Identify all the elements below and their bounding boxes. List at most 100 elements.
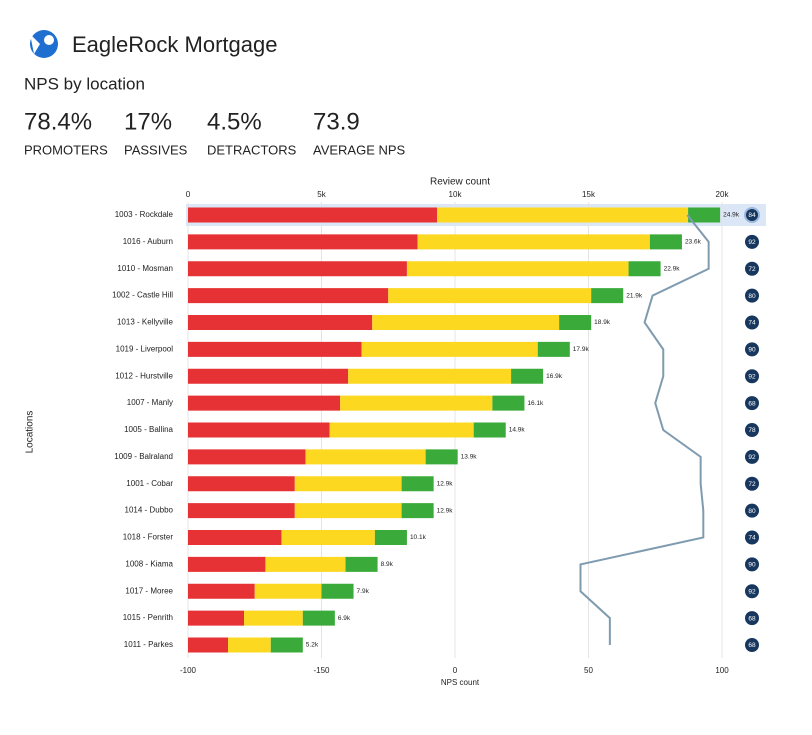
nps-badge — [745, 584, 759, 599]
y-tick-label: 1013 - Kellyville — [117, 318, 174, 327]
nps-badge-label: 90 — [748, 562, 756, 569]
bar-segment — [188, 368, 349, 384]
bar-segment — [559, 315, 592, 330]
bar-segment — [345, 556, 378, 572]
bar-segment — [340, 395, 493, 411]
x-tick-label: 20k — [716, 190, 730, 199]
bar-segment — [188, 288, 389, 304]
nps-badge — [745, 396, 759, 411]
y-tick-label: 1017 - Moree — [125, 586, 173, 595]
y-tick-label: 1002 - Castle Hill — [112, 291, 173, 300]
bar-segment — [628, 261, 661, 277]
kpi-value: 78.4% — [24, 108, 92, 135]
y-tick-label: 1005 - Ballina — [124, 425, 173, 434]
nps-badge — [745, 315, 759, 330]
total-label: 21.9k — [626, 292, 643, 299]
nps-line — [579, 214, 710, 645]
total-label: 10.1k — [410, 534, 427, 541]
y-tick-label: 1019 - Liverpool — [116, 344, 174, 353]
y-tick-label: 1001 - Cobar — [126, 479, 173, 488]
bar-segment — [688, 207, 721, 223]
y-tick-label: 1016 - Auburn — [123, 237, 173, 246]
y-tick-label: 1003 - Rockdale — [115, 210, 174, 219]
bar-segment — [244, 610, 303, 626]
nps-badge-label: 78 — [748, 427, 756, 434]
nps-badge — [745, 234, 759, 249]
total-label: 13.9k — [461, 454, 478, 461]
x-tick-label: 0 — [186, 190, 191, 199]
logo — [30, 30, 58, 58]
bar-segment — [188, 476, 295, 492]
total-label: 6.9k — [338, 615, 351, 622]
bar-segment — [591, 288, 624, 304]
bar-segment — [294, 503, 402, 519]
bar-segment — [281, 530, 375, 545]
bar-segment — [492, 395, 525, 411]
bar-segment — [188, 422, 330, 438]
bar-segment — [188, 449, 306, 465]
bar-segment — [188, 530, 282, 545]
bar-segment — [329, 422, 474, 438]
nps-badge — [745, 423, 759, 437]
total-label: 8.9k — [381, 561, 394, 568]
kpi-label: DETRACTORS — [207, 142, 297, 157]
y-tick-label: 1008 - Kiama — [125, 559, 173, 568]
x-tick-label: 15k — [582, 190, 596, 199]
nps-badge — [745, 530, 759, 545]
bar-segment — [321, 583, 354, 599]
y-tick-label: 1014 - Dubbo — [125, 506, 174, 515]
nps-badge-label: 92 — [748, 373, 756, 380]
y-tick-label: 1009 - Balraland — [114, 452, 173, 461]
bar-segment — [188, 503, 295, 519]
total-label: 12.9k — [437, 507, 454, 514]
bar-segment — [305, 449, 426, 465]
total-label: 12.9k — [437, 480, 454, 487]
nps-badge — [745, 369, 759, 384]
bar-segment — [188, 610, 245, 626]
x-axis-title: Review count — [430, 177, 490, 188]
x2-tick-label: -150 — [313, 666, 330, 675]
kpi-label: AVERAGE NPS — [313, 142, 406, 157]
nps-badge-label: 84 — [748, 212, 756, 219]
y-tick-label: 1010 - Mosman — [117, 264, 173, 273]
total-label: 17.9k — [573, 346, 590, 353]
y-tick-label: 1015 - Penrith — [123, 613, 173, 622]
total-label: 7.9k — [357, 588, 370, 595]
bar-segment — [401, 503, 434, 519]
bar-segment — [649, 234, 682, 250]
subtitle: NPS by location — [24, 74, 145, 93]
bar-segment — [537, 341, 570, 357]
nps-badge-label: 92 — [748, 454, 756, 461]
nps-badge — [745, 449, 759, 464]
x2-tick-label: -100 — [180, 666, 197, 675]
bar-segment — [374, 530, 407, 545]
total-label: 18.9k — [594, 319, 611, 326]
bar-segment — [188, 637, 229, 653]
nps-badge-label: 68 — [748, 642, 756, 649]
bar-segment — [188, 234, 418, 250]
nps-badge-label: 80 — [748, 293, 756, 300]
y-tick-label: 1012 - Hurstville — [115, 371, 173, 380]
nps-badge-label: 92 — [748, 588, 756, 595]
kpi-value: 4.5% — [207, 108, 262, 135]
x-tick-label: 10k — [449, 190, 463, 199]
nps-badge — [745, 503, 759, 518]
bar-segment — [425, 449, 458, 465]
total-label: 14.9k — [509, 427, 526, 434]
x2-axis-title: NPS count — [441, 678, 480, 687]
total-label: 22.9k — [664, 265, 681, 272]
nps-badge — [745, 557, 759, 572]
nps-badge-label: 80 — [748, 508, 756, 515]
nps-badge — [745, 288, 759, 303]
y-tick-label: 1011 - Parkes — [124, 640, 173, 649]
brand: EagleRock Mortgage — [72, 32, 277, 57]
bar-segment — [188, 261, 407, 277]
x2-tick-label: 50 — [584, 666, 593, 675]
nps-badge-label: 92 — [748, 239, 756, 246]
x2-tick-label: 100 — [715, 666, 729, 675]
nps-badge-label: 68 — [748, 400, 756, 407]
bar-segment — [188, 556, 266, 572]
bar-segment — [188, 583, 255, 599]
bar-segment — [417, 234, 650, 250]
